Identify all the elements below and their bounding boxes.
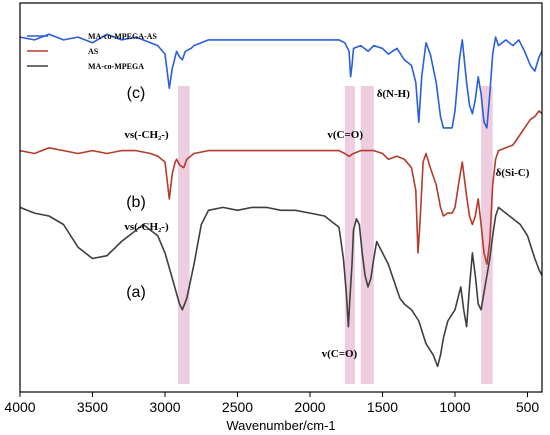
peak-annotation: vs(-CH₂-) xyxy=(124,221,169,233)
x-tick-label: 1500 xyxy=(367,399,398,415)
x-tick-label: 4000 xyxy=(4,399,35,415)
peak-annotation: v(C=O) xyxy=(327,129,363,141)
highlight-band xyxy=(344,86,355,384)
x-tick-label: 2500 xyxy=(222,399,253,415)
highlight-band xyxy=(360,86,374,384)
x-tick-label: 2000 xyxy=(294,399,325,415)
spectra-series xyxy=(19,33,543,368)
curve-labels: (c) (b) (a) xyxy=(126,85,146,301)
legend-label: MA-co-MPEGA xyxy=(88,62,144,71)
highlight-bands xyxy=(178,86,493,384)
curve-label: (c) xyxy=(127,85,146,102)
legend-label: AS xyxy=(88,47,99,56)
series-line xyxy=(19,206,543,368)
plot-frame xyxy=(19,2,543,393)
peak-annotation: v(C=O) xyxy=(322,348,358,360)
x-axis-title: Wavenumber/cm-1 xyxy=(226,418,335,433)
legend-label: MA-co-MPEGA-AS xyxy=(88,32,157,41)
highlight-band xyxy=(178,86,190,384)
peak-annotation: vs(-CH₂-) xyxy=(124,129,169,141)
x-tick-label: 1000 xyxy=(439,399,470,415)
legend: MA-co-MPEGA-AS AS MA-co-MPEGA xyxy=(27,32,157,71)
x-tick-label: 500 xyxy=(516,399,540,415)
peak-annotation: δ(N-H) xyxy=(377,88,411,100)
x-tick-label: 3000 xyxy=(149,399,180,415)
x-tick-label: 3500 xyxy=(77,399,108,415)
curve-label: (a) xyxy=(126,284,146,301)
series-line xyxy=(19,33,543,129)
curve-label: (b) xyxy=(126,194,146,211)
x-axis-ticks: 4000 3500 3000 2500 2000 1500 1000 500 xyxy=(4,392,539,415)
peak-annotation: δ(Si-C) xyxy=(496,167,530,179)
highlight-band xyxy=(481,86,493,384)
series-line xyxy=(19,110,543,265)
peak-annotations: vs(-CH₂-) v(C=O) δ(N-H) δ(Si-C) vs(-CH₂-) v(C… xyxy=(124,88,529,360)
